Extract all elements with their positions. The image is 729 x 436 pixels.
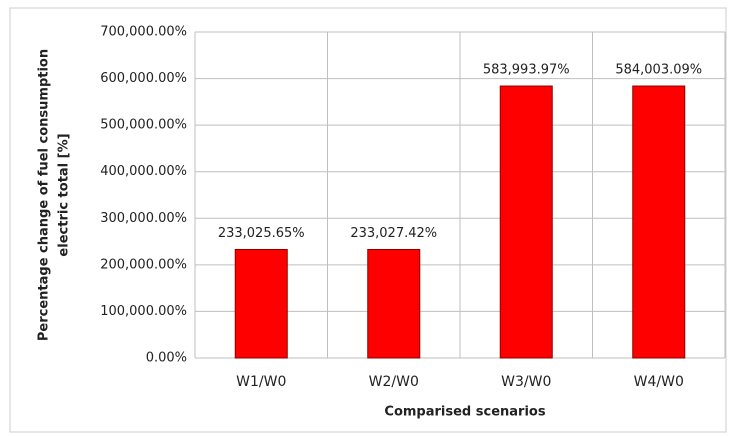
y-tick-label: 0.00% [146,351,187,366]
y-tick-label: 300,000.00% [100,211,187,226]
x-tick-label: W1/W0 [236,374,286,390]
x-tick-label: W3/W0 [501,374,551,390]
x-tick-label: W2/W0 [369,374,419,390]
y-tick-label: 500,000.00% [100,118,187,133]
data-label: 584,003.09% [615,63,702,78]
y-axis-label-line: Percentage change of fuel consumption [37,49,52,341]
y-tick-label: 200,000.00% [100,257,187,272]
data-label: 583,993.97% [483,63,570,78]
y-axis-label-line: electric total [%] [57,133,72,256]
data-label: 233,027.42% [350,226,437,241]
bar [499,85,553,359]
y-axis-label: Percentage change of fuel consumption el… [37,49,72,341]
y-tick-label: 100,000.00% [100,304,187,319]
data-label: 233,025.65% [218,226,305,241]
y-tick-label: 400,000.00% [100,164,187,179]
x-tick-label: W4/W0 [634,374,684,390]
bar [632,85,686,359]
y-tick-label: 700,000.00% [100,25,187,40]
bar [367,248,421,359]
x-axis-label: Comparised scenarios [384,405,545,420]
bar [234,248,288,359]
y-tick-label: 600,000.00% [100,71,187,86]
